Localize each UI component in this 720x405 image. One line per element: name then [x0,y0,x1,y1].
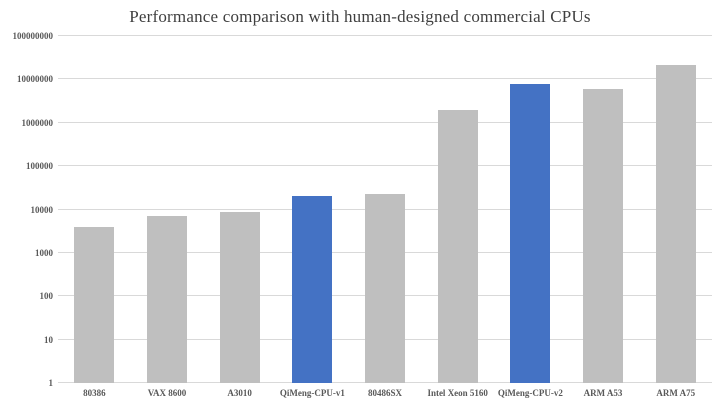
bar-vax-8600 [147,216,187,383]
bar-slot [276,36,349,383]
bar-slot [421,36,494,383]
x-tick-label-arm-a53: ARM A53 [583,388,623,398]
y-tick-label: 1 [48,378,54,388]
x-tick-label-arm-a75: ARM A75 [656,388,696,398]
y-tick-label: 100000 [26,161,53,172]
bar-slot [58,36,131,383]
y-tick-label: 1000 [35,247,53,258]
bar-80486sx [365,193,406,383]
y-tick-label: 10000000 [17,74,53,85]
x-tick-label-a3010: A3010 [227,388,252,398]
bars-layer [58,36,712,383]
y-tick-label: 100000000 [12,31,54,41]
x-tick-label-vax-8600: VAX 8600 [147,388,187,398]
y-axis-tick-labels: 1 10 100 1000 10000 100000 1000000 10000000 1000… [0,31,54,388]
bar-intel-xeon-5160 [437,109,478,383]
bar-qimeng-cpu-v1 [292,196,333,383]
bar-slot [567,36,640,383]
y-tick-label: 10 [44,334,53,345]
y-tick-label: 1000000 [21,117,54,128]
gridline [58,121,712,123]
x-tick-label-qimeng-cpu-v2: QiMeng-CPU-v2 [497,388,563,398]
bar-qimeng-cpu-v2 [510,83,551,383]
x-tick-label-80386: 80386 [83,388,106,398]
y-tick-label: 10000 [30,204,54,215]
bar-80386 [74,226,115,383]
bar-slot [639,36,712,383]
bar-arm-a75 [655,65,696,383]
bar-slot [131,36,204,383]
bar-slot [349,36,422,383]
x-axis-tick-labels: 80386 VAX 8600 A3010 QiMeng-CPU-v1 80486SX In… [58,388,712,398]
chart-title: Performance comparison with human-design… [129,7,591,26]
y-tick-label: 100 [39,291,54,302]
bar-slot [203,36,276,383]
x-tick-label-intel-xeon-5160: Intel Xeon 5160 [427,388,488,398]
gridline [58,35,712,36]
bar-slot [494,36,567,383]
gridline [58,78,712,80]
x-tick-label-qimeng-cpu-v1: QiMeng-CPU-v1 [279,388,345,398]
x-tick-label-80486sx: 80486SX [368,388,403,398]
bar-a3010 [219,211,260,383]
gridline [58,165,712,167]
plot-area [58,35,712,383]
bar-arm-a53 [583,89,624,383]
